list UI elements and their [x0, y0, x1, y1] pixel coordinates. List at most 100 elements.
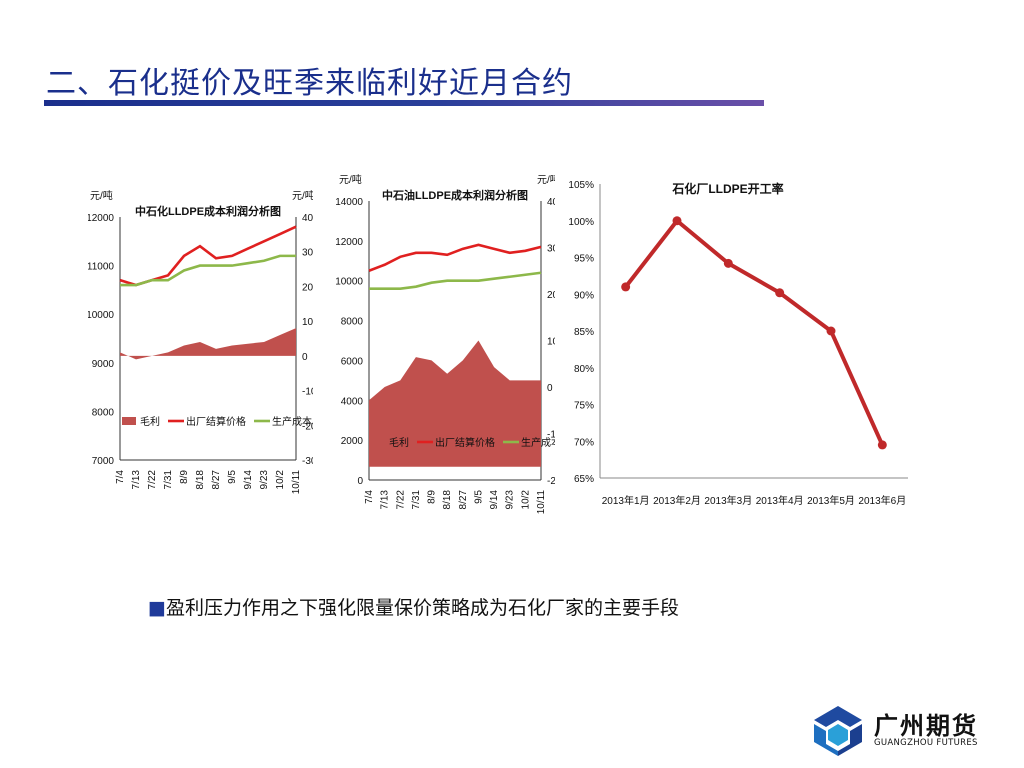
y-tick-label: 85% — [574, 327, 594, 338]
x-tick-label: 8/18 — [442, 490, 453, 510]
logo-sub-name: GUANGZHOU FUTURES — [874, 738, 978, 748]
left-tick-label: 11000 — [88, 262, 114, 273]
gross-profit-legend-label: 毛利 — [389, 437, 409, 449]
x-tick-label: 7/13 — [131, 470, 142, 490]
x-tick-label: 10/2 — [520, 490, 531, 510]
y-tick-label: 95% — [574, 254, 594, 265]
page-title: 二、石化挺价及旺季来临利好近月合约 — [46, 66, 573, 101]
x-tick-label: 7/22 — [147, 470, 158, 490]
left-tick-label: 12000 — [88, 213, 114, 224]
x-tick-label: 7/22 — [395, 490, 406, 510]
sinopec-chart-svg: 元/吨 元/吨中石化LLDPE成本利润分析图1200011000100009000… — [88, 189, 313, 495]
x-tick-label: 2013年3月 — [704, 494, 752, 507]
right-tick-label: 1000 — [547, 337, 555, 348]
x-tick-label: 7/31 — [411, 490, 422, 510]
right-tick-label: -100 — [547, 430, 555, 441]
x-tick-label: 10/2 — [275, 470, 286, 490]
x-tick-label: 2013年5月 — [807, 494, 855, 507]
right-tick-label: 1000 — [302, 317, 313, 328]
right-tick-label: 3000 — [547, 244, 555, 255]
chart-title: 中石化LLDPE成本利润分析图 — [135, 204, 281, 218]
x-tick-label: 7/31 — [163, 470, 174, 490]
x-tick-label: 7/4 — [364, 490, 375, 504]
logo-brand-name: 广州期货 — [874, 712, 978, 740]
x-tick-label: 9/23 — [259, 470, 270, 490]
production-cost-line — [369, 271, 542, 290]
x-tick-label: 2013年6月 — [858, 494, 906, 507]
logo-mark-icon — [814, 706, 862, 756]
x-tick-label: 9/5 — [473, 490, 484, 504]
x-tick-label: 10/11 — [536, 490, 547, 515]
right-tick-label: 0 — [302, 352, 308, 363]
operating-rate-point — [877, 440, 887, 450]
right-tick-label: 4000 — [302, 213, 313, 224]
bullet-text: 盈利压力作用之下强化限量保价策略成为石化厂家的主要手段 — [165, 597, 679, 619]
company-logo: 广州期货 GUANGZHOU FUTURES — [810, 704, 1000, 756]
right-tick-label: 0 — [547, 383, 553, 394]
right-tick-label: -2000 — [302, 421, 313, 432]
production-cost-legend-label: 生产成本 — [521, 436, 555, 449]
gross-profit-area — [369, 340, 541, 467]
operating-rate-point — [775, 288, 785, 298]
sinopec-cost-profit-chart: 元/吨 元/吨 中石化LLDPE成本利润分析图 12000 11000 10000 9000… — [88, 165, 313, 540]
chart-title: 石化厂LLDPE开工率 — [671, 181, 783, 196]
operating-rate-point — [672, 216, 682, 226]
y-tick-label: 100% — [568, 217, 594, 228]
settlement-price-legend-label: 出厂结算价格 — [435, 436, 495, 449]
left-axis-unit: 元/吨 — [90, 189, 113, 202]
x-tick-label: 9/14 — [243, 470, 254, 490]
left-axis-unit: 元/吨 — [339, 173, 362, 186]
left-tick-label: 14000 — [335, 197, 363, 208]
x-tick-label: 8/9 — [179, 470, 190, 484]
bullet-point: ■盈利压力作用之下强化限量保价策略成为石化厂家的主要手段 — [148, 596, 848, 620]
bullet-square-icon: ■ — [148, 597, 166, 619]
x-tick-label: 9/23 — [505, 490, 516, 510]
x-tick-label: 2013年2月 — [653, 494, 701, 507]
y-tick-label: 65% — [574, 474, 594, 485]
right-axis-unit: 元/吨 — [537, 173, 555, 186]
left-tick-label: 7000 — [92, 456, 115, 467]
right-tick-label: 4000 — [547, 197, 555, 208]
left-tick-label: 9000 — [92, 359, 115, 370]
right-axis-unit: 元/吨 — [292, 189, 313, 202]
settlement-price-line — [119, 225, 297, 287]
chart-title: 中石油LLDPE成本利润分析图 — [382, 188, 528, 202]
right-tick-label: -200 — [547, 476, 555, 487]
production-cost-line — [120, 254, 296, 287]
left-tick-label: 4000 — [341, 396, 364, 407]
right-tick-label: -1000 — [302, 387, 313, 398]
operating-rate-chart-svg: 石化厂LLDPE开工率 105% 100% 95% 90% 85% 80% 75% 70% 65%… — [568, 180, 908, 507]
right-tick-label: 2000 — [547, 290, 555, 301]
right-tick-label: 3000 — [302, 248, 313, 259]
operating-rate-point — [723, 258, 733, 268]
gross-profit-area — [120, 328, 296, 360]
left-tick-label: 8000 — [341, 317, 364, 328]
operating-rate-line — [624, 218, 885, 446]
operating-rate-point — [621, 282, 631, 292]
x-tick-label: 2013年1月 — [602, 494, 650, 507]
y-tick-label: 105% — [568, 180, 594, 191]
x-tick-label: 10/11 — [291, 470, 302, 495]
left-tick-label: 0 — [357, 476, 363, 487]
left-tick-label: 12000 — [335, 237, 363, 248]
gross-profit-legend-label: 毛利 — [140, 416, 160, 428]
x-tick-label: 7/13 — [380, 490, 391, 510]
y-tick-label: 90% — [574, 290, 594, 301]
left-tick-label: 8000 — [92, 407, 115, 418]
petrochina-chart-svg: 元/吨 元/吨中石油LLDPE成本利润分析图1400012000100008000… — [335, 173, 555, 515]
x-tick-label: 8/9 — [427, 490, 438, 504]
x-tick-label: 8/27 — [211, 470, 222, 490]
y-tick-label: 80% — [574, 364, 594, 375]
operating-rate-point — [826, 326, 836, 336]
x-tick-label: 8/27 — [458, 490, 469, 510]
production-cost-legend-label: 生产成本 — [272, 415, 312, 428]
left-tick-label: 10000 — [335, 277, 363, 288]
right-tick-label: 2000 — [302, 282, 313, 293]
x-tick-label: 7/4 — [115, 470, 126, 484]
y-tick-label: 70% — [574, 437, 594, 448]
petrochina-cost-profit-chart: 元/吨 元/吨 中石油LLDPE成本利润分析图 14000 12000 10000 8000… — [335, 165, 555, 540]
gross-profit-legend-swatch — [371, 438, 385, 446]
x-tick-label: 9/5 — [227, 470, 238, 484]
settlement-price-line — [368, 243, 542, 272]
left-tick-label: 10000 — [88, 310, 114, 321]
